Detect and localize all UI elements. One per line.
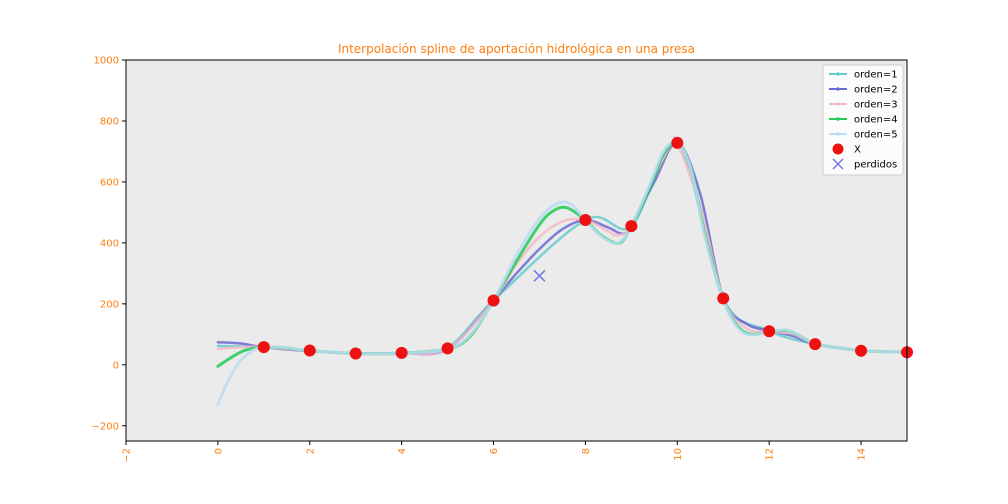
y-tick-label: 0 [113, 360, 119, 371]
chart-title: Interpolación spline de aportación hidro… [338, 42, 695, 56]
legend-item: orden=3 [829, 100, 898, 111]
x-tick-label: 14 [857, 448, 868, 461]
legend-item: orden=4 [829, 115, 898, 126]
scatter-group [257, 136, 913, 360]
legend-item: X [832, 143, 861, 156]
legend-label: orden=3 [854, 100, 898, 111]
legend-label: orden=4 [854, 115, 898, 126]
data-point-x [763, 325, 776, 338]
legend-label: orden=1 [854, 70, 898, 81]
y-tick-label: 800 [100, 116, 119, 127]
legend-label: orden=2 [854, 85, 898, 96]
data-point-x [303, 344, 316, 357]
legend-label: perdidos [854, 160, 897, 171]
missing-point-marker [533, 269, 546, 282]
y-tick-label: 400 [100, 238, 119, 249]
x-tick-label: 0 [213, 448, 224, 454]
data-point-x [671, 136, 684, 149]
legend: orden=1 orden=2 orden=3 orden=4 orden=5 Xperd… [822, 64, 904, 176]
data-point-x [579, 214, 592, 227]
plot-area [126, 60, 907, 441]
legend-item: orden=2 [829, 85, 898, 96]
legend-item: orden=5 [829, 130, 898, 141]
x-axis: −2 0 2 4 6 8 10 12 14 [122, 441, 868, 463]
data-point-x [717, 292, 730, 305]
y-tick-label: 200 [100, 299, 119, 310]
legend-item: orden=1 [829, 70, 898, 81]
x-tick-label: 4 [397, 448, 408, 454]
data-point-x [441, 342, 454, 355]
y-axis: −200 0 200 400 600 800 1000 [92, 56, 126, 432]
legend-label: orden=5 [854, 130, 898, 141]
x-tick-label: 2 [305, 448, 316, 454]
x-tick-label: −2 [122, 448, 133, 463]
data-point-x [257, 341, 270, 354]
x-tick-label: 12 [765, 448, 776, 461]
data-point-x [395, 346, 408, 359]
data-point-x [349, 347, 362, 360]
series-line-orden-5 [216, 140, 907, 406]
y-tick-label: −200 [92, 421, 119, 432]
data-point-x [487, 294, 500, 307]
x-tick-label: 8 [581, 448, 592, 454]
y-tick-label: 1000 [94, 56, 119, 67]
x-tick-label: 10 [673, 448, 684, 461]
legend-item: perdidos [832, 158, 897, 171]
legend-label: X [854, 145, 861, 156]
data-point-x [625, 220, 638, 233]
data-point-x [855, 344, 868, 357]
x-tick-label: 6 [489, 448, 500, 454]
plot-frame [125, 59, 908, 442]
data-point-x [809, 338, 822, 351]
y-tick-label: 600 [100, 177, 119, 188]
